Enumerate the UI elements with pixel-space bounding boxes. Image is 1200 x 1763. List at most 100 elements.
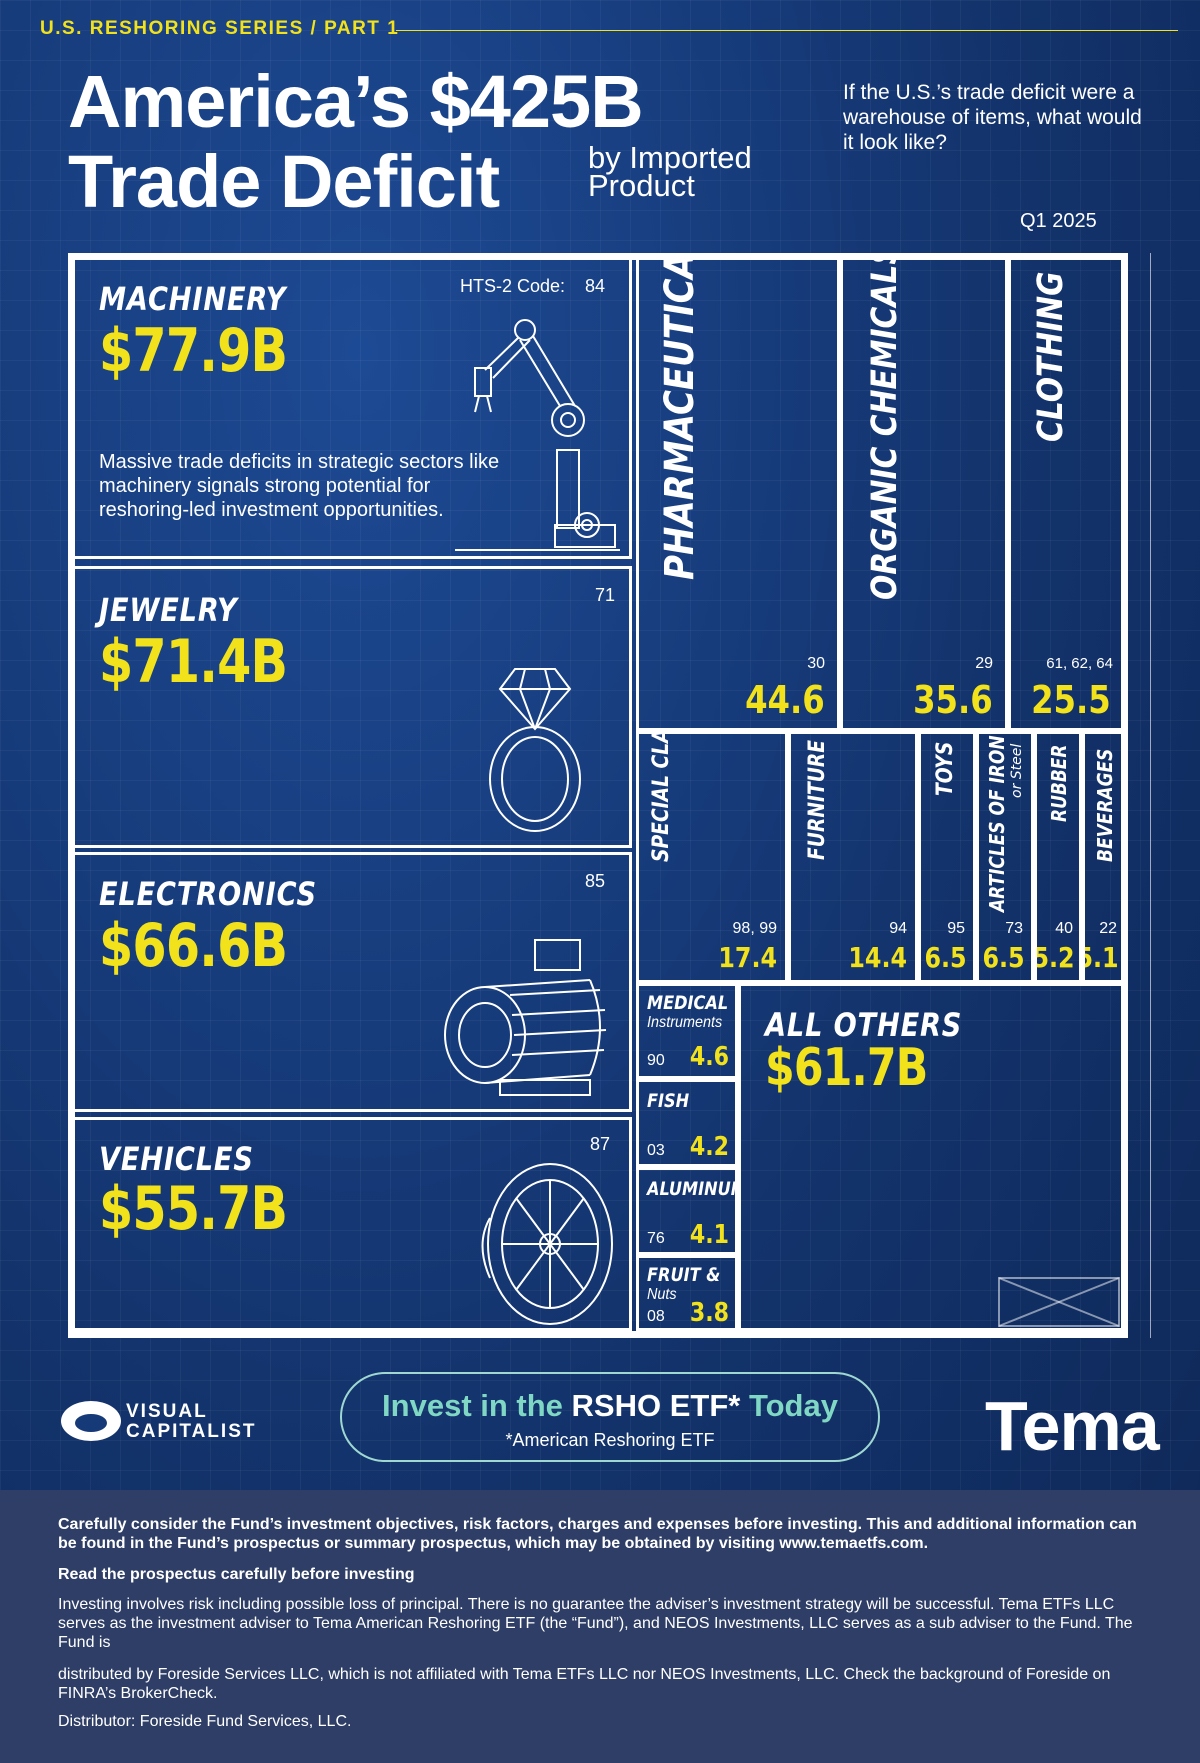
title-line-2: Trade Deficit (68, 140, 500, 223)
fish-value: 4.2 (689, 1132, 729, 1162)
medical-name: MEDICAL (647, 992, 729, 1014)
organic-chemicals-value: 35.6 (913, 678, 993, 722)
vehicles-code: 87 (590, 1134, 611, 1154)
toys-code: 95 (947, 920, 965, 937)
furniture-code: 94 (889, 920, 907, 937)
cta-subtext: *American Reshoring ETF (505, 1430, 715, 1450)
cell-electronics: ELECTRONICS 85 $66.6B (72, 852, 632, 1112)
clothing-value: 25.5 (1031, 678, 1111, 722)
cta-before: Invest in the (382, 1388, 572, 1423)
medical-code: 90 (647, 1052, 665, 1069)
cell-articles-of-iron: ARTICLES OF IRON or Steel 73 6.5 (976, 731, 1034, 983)
medical-sub: Instruments (647, 1014, 723, 1031)
disclaimer-p1: Carefully consider the Fund’s investment… (58, 1516, 1137, 1552)
electronics-name: ELECTRONICS (99, 875, 317, 913)
series-divider (396, 30, 1178, 31)
disclaimer-p5: Distributor: Foreside Fund Services, LLC… (58, 1713, 352, 1730)
cta-after: Today (740, 1388, 838, 1423)
pharmaceuticals-name: PHARMACEUTICALS (657, 257, 703, 580)
hts-code-label: HTS-2 Code: (460, 276, 566, 296)
jewelry-code: 71 (595, 585, 616, 605)
aluminum-code: 76 (647, 1230, 665, 1247)
pharmaceuticals-code: 30 (807, 655, 825, 672)
title-line-1: America’s $425B (68, 60, 644, 143)
cell-toys: TOYS 95 6.5 (918, 731, 976, 983)
cell-pharmaceuticals: PHARMACEUTICALS 30 44.6 (636, 257, 840, 731)
fish-code: 03 (647, 1142, 665, 1159)
beverages-name: BEVERAGES (1093, 748, 1117, 862)
cta-main-text: Invest in the RSHO ETF* Today (342, 1388, 878, 1424)
cell-organic-chemicals: ORGANIC CHEMICALS 29 35.6 (840, 257, 1008, 731)
rubber-name: RUBBER (1047, 744, 1071, 822)
period-label: Q1 2025 (1020, 210, 1097, 232)
electric-motor-icon (444, 939, 607, 1096)
rubber-value: 5.2 (1034, 941, 1075, 974)
diamond-ring-icon (489, 668, 581, 832)
annotation-text: Massive trade deficits in strategic sect… (99, 451, 500, 521)
beverages-code: 22 (1099, 920, 1117, 937)
vehicles-value: $55.7B (99, 1174, 288, 1244)
fruit-nuts-name: FRUIT & (647, 1264, 721, 1286)
visual-capitalist-icon (61, 1401, 121, 1441)
fruit-nuts-value: 3.8 (689, 1298, 729, 1328)
cell-rubber: RUBBER 40 5.2 (1034, 731, 1082, 983)
special-classification-value: 17.4 (718, 941, 777, 974)
vc-line-2: CAPITALIST (126, 1421, 257, 1442)
tema-logo: Tema (985, 1387, 1160, 1465)
tire-icon (481, 1163, 613, 1325)
crate-icon (998, 1277, 1120, 1327)
furniture-name: FURNITURE (805, 739, 830, 860)
disclaimer-panel (0, 1490, 1200, 1763)
treemap-chart (68, 253, 1128, 1338)
cell-clothing: CLOTHING 61, 62, 64 25.5 (1008, 257, 1124, 731)
aluminum-name: ALUMINUM (647, 1178, 738, 1200)
invest-cta-button[interactable]: Invest in the RSHO ETF* Today *American … (340, 1372, 880, 1462)
articles-of-iron-code: 73 (1005, 920, 1023, 937)
machinery-value: $77.9B (99, 316, 288, 386)
articles-of-iron-value: 6.5 (982, 941, 1025, 974)
cell-special-classification: SPECIAL CLASSIFICATION 98, 99 17.4 (636, 731, 788, 983)
electronics-value: $66.6B (99, 911, 288, 981)
dimension-line (1150, 253, 1151, 1338)
fruit-nuts-code: 08 (647, 1308, 665, 1325)
organic-chemicals-name: ORGANIC CHEMICALS (865, 257, 905, 600)
fish-name: FISH (647, 1090, 690, 1112)
all-others-name: ALL OTHERS (765, 1006, 963, 1044)
page-subtitle: by Imported Product (588, 140, 752, 203)
clothing-code: 61, 62, 64 (1046, 655, 1113, 672)
machinery-code: 84 (585, 276, 606, 296)
cell-fish: FISH 03 4.2 (636, 1079, 738, 1167)
cell-vehicles: VEHICLES 87 $55.7B (72, 1117, 632, 1331)
furniture-value: 14.4 (848, 941, 907, 974)
cell-furniture: FURNITURE 94 14.4 (788, 731, 918, 983)
toys-value: 6.5 (924, 941, 967, 974)
toys-name: TOYS (933, 741, 958, 796)
cell-machinery: MACHINERY HTS-2 Code: 84 $77.9B Massive … (72, 257, 632, 559)
cta-highlight: RSHO ETF* (571, 1388, 741, 1423)
intro-question: If the U.S.’s trade deficit were a wareh… (843, 81, 1142, 154)
vehicles-name: VEHICLES (99, 1140, 254, 1178)
machinery-name: MACHINERY (99, 280, 287, 318)
organic-chemicals-code: 29 (975, 655, 993, 672)
cell-all-others: ALL OTHERS $61.7B (738, 983, 1124, 1331)
special-classification-code: 98, 99 (732, 920, 777, 937)
page-title: America’s $425B Trade Deficit (68, 60, 644, 223)
vc-line-1: VISUAL (126, 1401, 208, 1422)
articles-of-iron-name: ARTICLES OF IRON (985, 735, 1009, 912)
articles-of-iron-sub: or Steel (1009, 743, 1025, 798)
jewelry-value: $71.4B (99, 627, 288, 697)
beverages-value: 5.1 (1085, 941, 1119, 974)
special-classification-name: SPECIAL CLASSIFICATION (649, 734, 674, 862)
disclaimer-p4: distributed by Foreside Services LLC, wh… (58, 1666, 1111, 1702)
clothing-name: CLOTHING (1031, 271, 1071, 442)
cell-fruit-nuts: FRUIT & Nuts 08 3.8 (636, 1255, 738, 1331)
cell-jewelry: JEWELRY 71 $71.4B (72, 566, 632, 848)
pharmaceuticals-value: 44.6 (745, 678, 825, 722)
rubber-code: 40 (1055, 920, 1073, 937)
all-others-value: $61.7B (765, 1038, 928, 1098)
cell-aluminum: ALUMINUM 76 4.1 (636, 1167, 738, 1255)
electronics-code: 85 (585, 871, 606, 891)
series-label: U.S. RESHORING SERIES / PART 1 (40, 18, 400, 39)
disclaimer-p2: Read the prospectus carefully before inv… (58, 1566, 415, 1583)
fruit-nuts-sub: Nuts (647, 1286, 677, 1303)
